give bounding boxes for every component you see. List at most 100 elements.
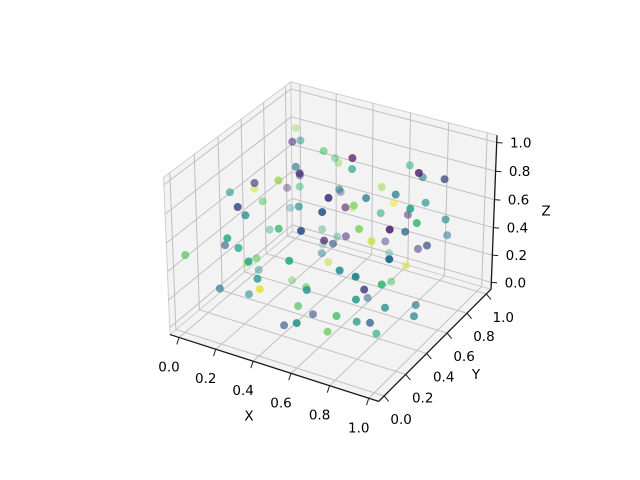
scatter-point — [387, 277, 396, 286]
x-tick-label: 0.8 — [309, 408, 330, 424]
y-tick-label: 0.4 — [433, 369, 454, 385]
scatter-point — [286, 203, 295, 212]
gridline — [291, 116, 496, 172]
gridline — [263, 102, 267, 254]
scatter-point — [401, 227, 410, 236]
scatter-point — [362, 194, 371, 203]
scatter-point — [335, 185, 344, 194]
scatter-point — [241, 211, 250, 220]
scatter-point — [351, 295, 360, 304]
z-tick-label: 1.0 — [510, 136, 531, 152]
x-tick-label: 0.0 — [158, 359, 179, 375]
scatter-point — [221, 241, 229, 250]
gridline — [178, 233, 302, 338]
z-tick-label: 0.4 — [507, 221, 528, 237]
x-tick-label: 1.0 — [348, 420, 369, 436]
scatter-point — [319, 147, 328, 156]
x-tick-mark — [213, 349, 217, 357]
scatter-point — [351, 272, 360, 281]
z-tick-label: 0.6 — [508, 193, 529, 209]
y-tick-label: 0.0 — [390, 412, 411, 428]
x-axis-line — [169, 333, 379, 403]
scatter-point — [406, 204, 415, 213]
scatter-point — [297, 226, 305, 235]
gridline — [199, 309, 406, 375]
scatter-point — [377, 280, 386, 289]
x-tick-mark — [288, 373, 292, 381]
scatter-point — [341, 232, 350, 241]
gridline — [481, 132, 488, 287]
gridline — [252, 254, 373, 362]
scatter-point — [283, 183, 292, 192]
gridline — [169, 224, 293, 329]
scatter-point — [294, 202, 303, 211]
y-tick-mark — [466, 312, 472, 320]
z-tick-mark — [491, 281, 498, 284]
scatter-point — [317, 249, 326, 258]
gridline — [265, 253, 468, 314]
scatter-point — [323, 327, 332, 336]
scatter-point — [349, 201, 358, 210]
gridline — [215, 243, 337, 350]
scatter-point — [309, 310, 317, 319]
y-axis-label: Y — [471, 367, 481, 383]
z-tick-mark — [493, 227, 500, 229]
scatter-point — [381, 237, 390, 246]
scatter-point — [367, 237, 376, 246]
scatter-point — [332, 312, 341, 320]
tick-labels: 0.00.20.40.60.81.00.00.20.40.60.81.00.00… — [158, 136, 531, 437]
scatter-point — [441, 215, 450, 224]
gridline — [285, 85, 288, 236]
scatter-point — [274, 176, 283, 185]
scatter-point — [280, 321, 289, 330]
scatter-point — [274, 224, 283, 233]
scatter-point — [363, 293, 372, 302]
gridline — [290, 88, 497, 143]
scatter-point — [320, 236, 329, 245]
scatter-point — [258, 197, 267, 206]
gridline — [329, 275, 445, 387]
scatter-point — [223, 234, 232, 243]
scatter-point — [348, 154, 357, 163]
scatter-point — [234, 244, 243, 252]
scatter-point — [233, 203, 242, 211]
y-tick-label: 0.8 — [473, 329, 494, 345]
y-tick-mark — [446, 332, 453, 339]
y-tick-mark — [383, 395, 390, 402]
x-tick-mark — [176, 337, 180, 345]
scatter-point — [288, 276, 297, 285]
z-tick-label: 0.2 — [506, 248, 527, 264]
scatter-point — [421, 198, 430, 207]
y-tick-mark — [426, 353, 432, 360]
x-tick-label: 0.6 — [270, 395, 291, 411]
gridline — [163, 88, 292, 186]
z-tick-mark — [496, 142, 503, 144]
scatter-point — [288, 137, 297, 146]
y-tick-label: 1.0 — [493, 310, 514, 326]
scatter-point — [285, 256, 294, 265]
scatter-point — [294, 302, 303, 310]
gridline — [217, 136, 223, 291]
scatter-point — [341, 203, 350, 212]
scatter-point — [215, 284, 224, 293]
scatter-point — [381, 303, 389, 312]
x-tick-label: 0.4 — [232, 383, 253, 399]
scatter-point — [254, 265, 263, 274]
x-tick-mark — [365, 398, 370, 406]
scatter-point — [376, 209, 385, 218]
gridline — [287, 235, 487, 295]
y-axis-line — [378, 288, 492, 402]
scatter-point — [412, 219, 421, 228]
scatter-point — [335, 266, 344, 275]
scatter-point — [324, 258, 333, 267]
scatter-point — [333, 232, 342, 241]
scatter-point — [296, 136, 305, 145]
scatter-point — [440, 175, 449, 184]
scatter-point — [443, 231, 452, 240]
scatter-point — [292, 319, 301, 328]
scatter-points — [181, 124, 452, 338]
scatter-point — [331, 154, 339, 163]
scatter-point — [402, 261, 411, 270]
